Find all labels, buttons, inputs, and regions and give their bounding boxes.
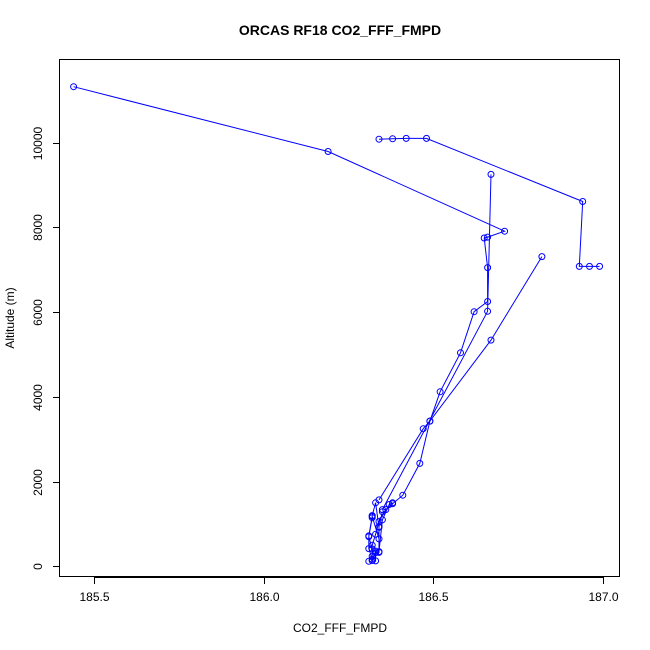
- y-tick-label: 0: [31, 563, 45, 570]
- series-line: [378, 137, 600, 267]
- data-point: [378, 508, 386, 516]
- data-point: [402, 134, 410, 142]
- data-point: [575, 262, 583, 270]
- data-point: [372, 547, 380, 555]
- data-point: [389, 135, 397, 143]
- data-point: [484, 307, 492, 315]
- y-tick-label: 10000: [31, 126, 45, 160]
- data-point: [423, 134, 430, 142]
- data-point: [586, 262, 593, 270]
- data-point: [375, 535, 383, 543]
- data-point: [596, 262, 604, 270]
- data-point: [480, 234, 488, 242]
- x-tick-label: 186.0: [249, 590, 279, 604]
- data-point: [426, 417, 434, 425]
- data-point: [538, 253, 546, 261]
- data-point: [457, 349, 464, 357]
- data-point: [372, 557, 380, 565]
- y-axis: 0 2000 4000 6000 8000 10000: [31, 126, 60, 570]
- data-point: [324, 148, 332, 155]
- series-line: [381, 174, 492, 510]
- data-point: [375, 548, 383, 556]
- series-line: [368, 256, 543, 562]
- data-point: [368, 512, 376, 520]
- data-point: [389, 499, 397, 507]
- x-axis-label: CO2_FFF_FMPD: [293, 621, 387, 635]
- data-point: [487, 170, 495, 178]
- x-tick-label: 187.0: [588, 590, 618, 604]
- data-point: [470, 308, 478, 316]
- data-point: [368, 557, 376, 564]
- data-point: [365, 545, 373, 553]
- data-point: [385, 501, 393, 508]
- y-tick-label: 2000: [31, 469, 45, 496]
- data-point: [399, 491, 407, 499]
- data-point: [484, 264, 492, 272]
- data-point: [375, 135, 383, 143]
- data-point: [368, 545, 376, 553]
- y-tick-label: 4000: [31, 384, 45, 411]
- x-tick-label: 185.5: [79, 590, 109, 604]
- y-tick-label: 8000: [31, 214, 45, 241]
- data-point: [378, 516, 386, 524]
- data-point: [487, 336, 495, 344]
- y-axis-label: Altitude (m): [3, 287, 17, 348]
- data-point: [579, 198, 587, 205]
- data-point: [484, 233, 492, 241]
- data-point: [365, 557, 373, 565]
- data-point: [436, 388, 444, 396]
- data-point: [501, 227, 509, 235]
- chart-title: ORCAS RF18 CO2_FFF_FMPD: [239, 22, 441, 38]
- y-tick-label: 6000: [31, 299, 45, 326]
- series-layer: [70, 83, 604, 565]
- data-point: [372, 499, 380, 507]
- x-tick-label: 186.5: [418, 590, 448, 604]
- data-point: [416, 459, 424, 467]
- data-point: [70, 83, 78, 91]
- data-point: [365, 533, 373, 541]
- data-point: [368, 514, 376, 522]
- x-axis: 185.5 186.0 186.5 187.0: [79, 577, 619, 604]
